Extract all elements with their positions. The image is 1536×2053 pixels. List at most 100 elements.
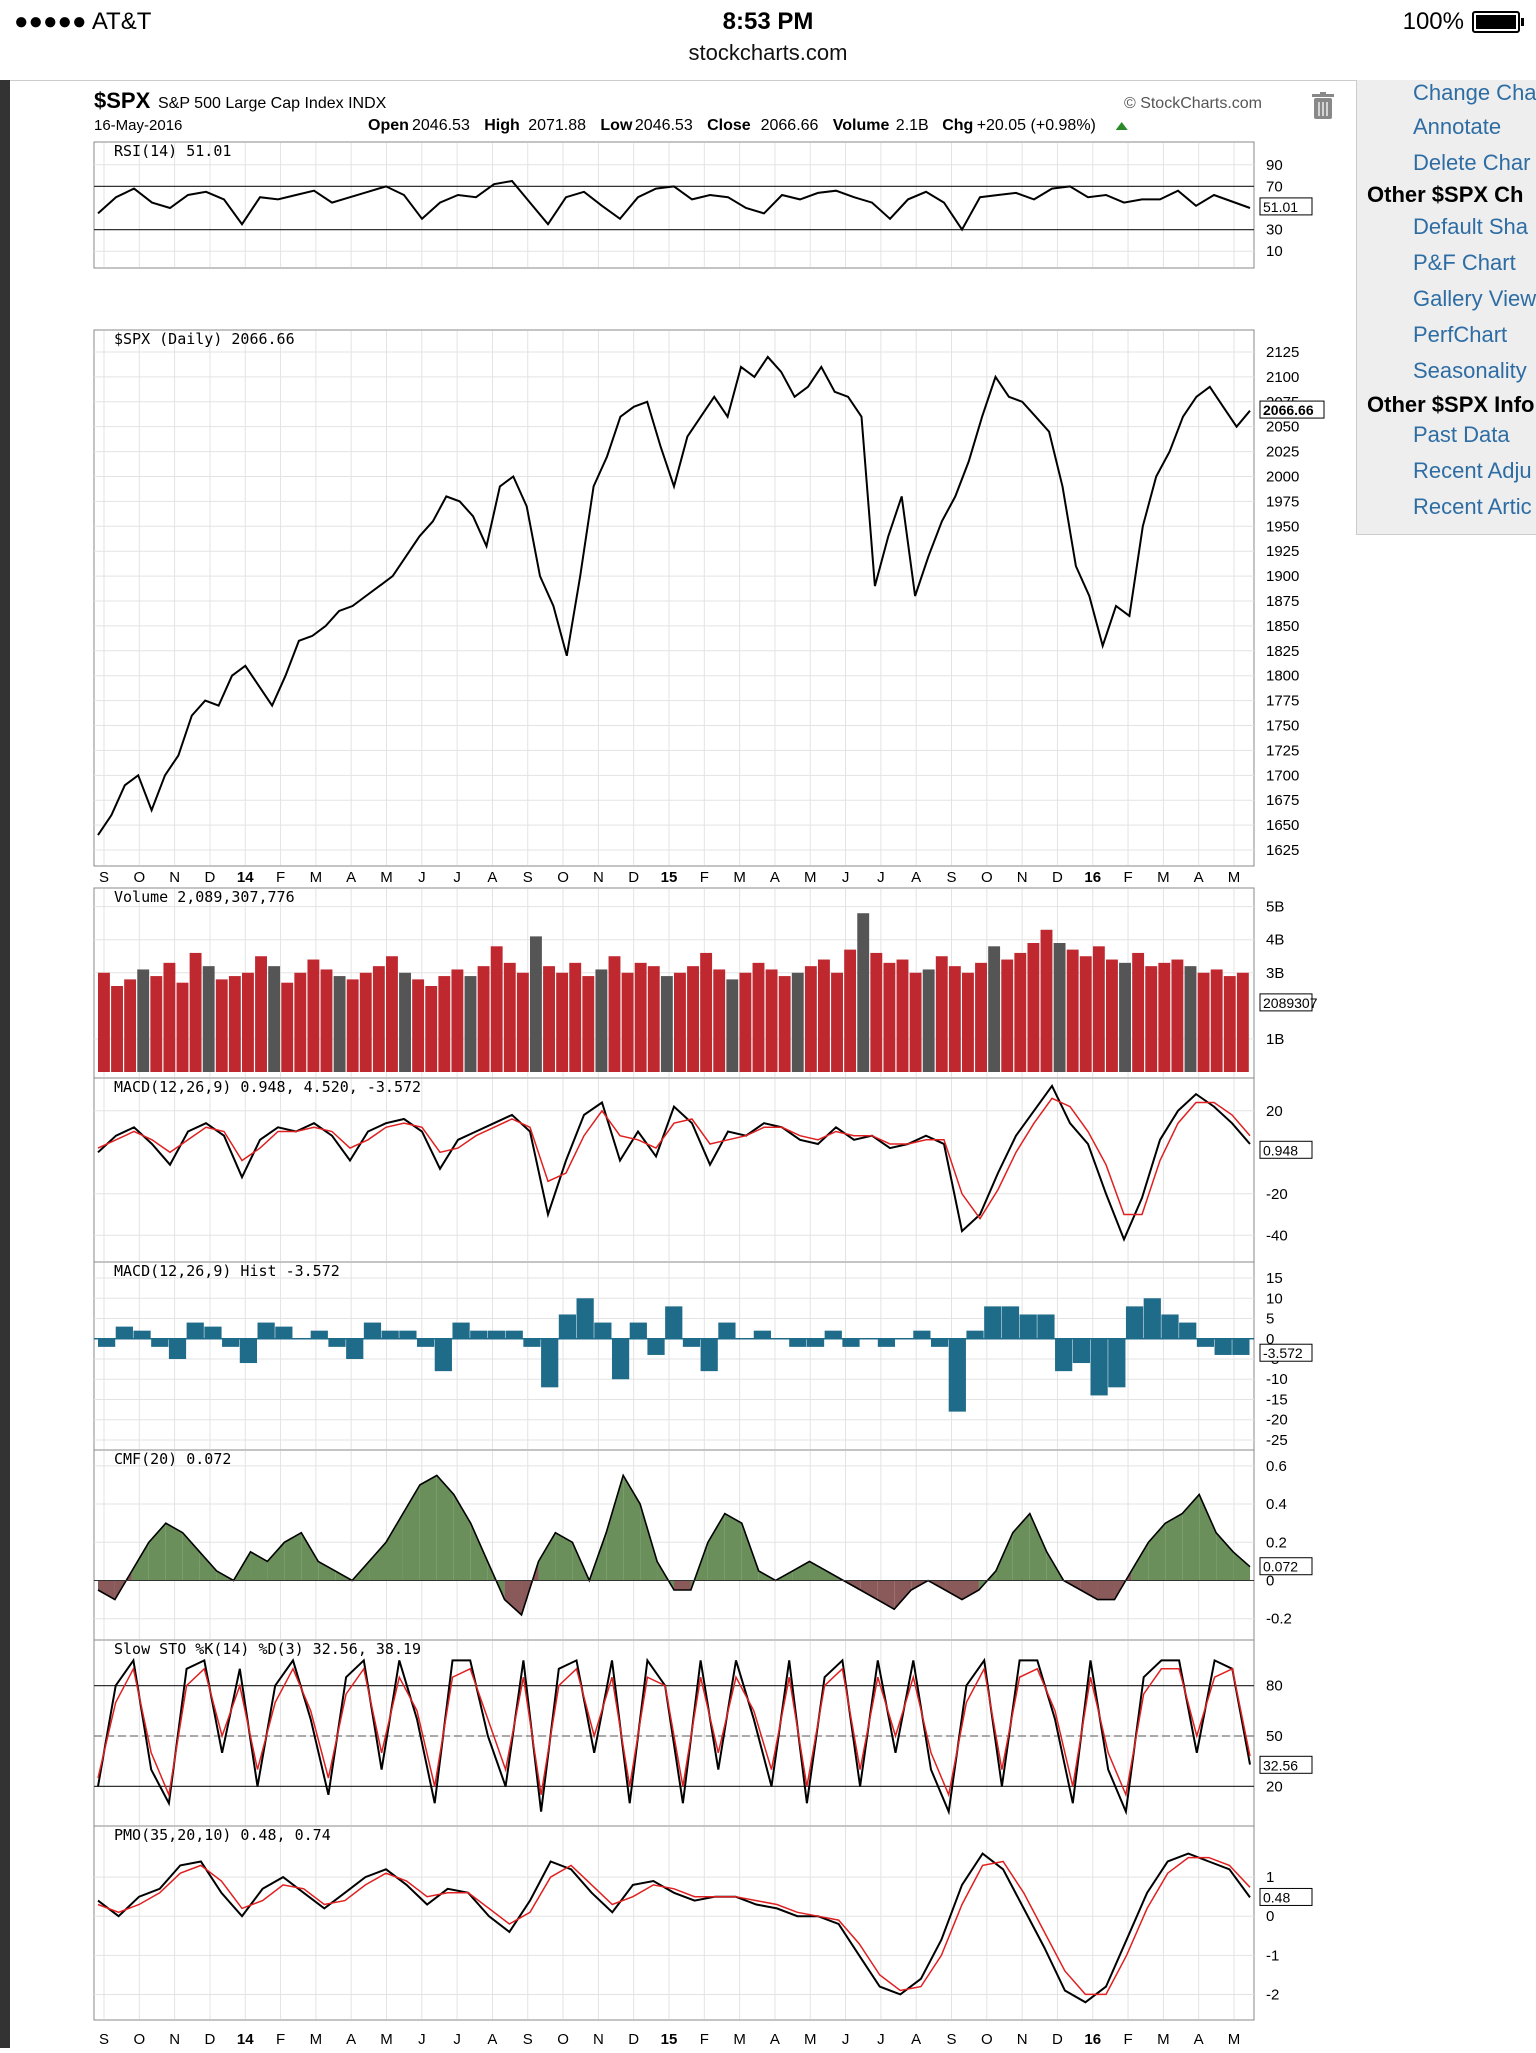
x-tick-label-bottom-14: N xyxy=(593,2031,604,2048)
sidebar-link-annotate[interactable]: Annotate xyxy=(1413,114,1502,139)
panel-title-1: $SPX (Daily) 2066.66 xyxy=(114,330,295,348)
x-tick-label-mid-9: J xyxy=(418,869,426,886)
y-tick-label-2-2: 4B xyxy=(1266,932,1284,949)
trash-icon[interactable] xyxy=(1312,92,1334,120)
x-tick-label-mid-32: M xyxy=(1228,869,1241,886)
sidebar-link-gallery-view[interactable]: Gallery View xyxy=(1413,286,1536,311)
page-edge xyxy=(0,80,10,2048)
y-tick-label-1-2: 1675 xyxy=(1266,792,1299,809)
cmf-area-45 xyxy=(860,1580,878,1600)
y-tick-label-1-15: 2000 xyxy=(1266,468,1299,485)
hist-bar-31 xyxy=(647,1338,665,1355)
x-tick-label-mid-28: 16 xyxy=(1084,869,1101,886)
url-bar[interactable]: stockcharts.com xyxy=(688,40,848,65)
sidebar-link-recent-adjustments[interactable]: Recent Adju xyxy=(1413,458,1532,483)
volume-bar-53 xyxy=(791,972,804,1072)
volume-bar-78 xyxy=(1119,962,1131,1072)
cmf-area-9 xyxy=(250,1551,268,1581)
battery-icon xyxy=(1472,11,1524,33)
sidebar-link-delete-chart[interactable]: Delete Char xyxy=(1413,150,1531,175)
y-tick-label-7-1: -1 xyxy=(1266,1947,1279,1964)
sidebar-link-perfchart[interactable]: PerfChart xyxy=(1413,322,1508,347)
sidebar-link-seasonality[interactable]: Seasonality xyxy=(1413,358,1527,383)
volume-bar-27 xyxy=(451,969,464,1072)
hist-bar-42 xyxy=(842,1338,860,1347)
sidebar-link-past-data[interactable]: Past Data xyxy=(1413,422,1510,447)
x-tick-label-mid-29: F xyxy=(1123,869,1132,886)
y-tick-label-0-3: 90 xyxy=(1266,157,1283,174)
series-line-0-0 xyxy=(97,179,1251,232)
y-tick-label-6-2: 80 xyxy=(1266,1678,1283,1695)
cmf-area-37 xyxy=(724,1513,742,1581)
series-line-7-1 xyxy=(97,1856,1251,1996)
volume-bar-21 xyxy=(372,966,385,1072)
sidebar-link-change-chart[interactable]: Change Cha xyxy=(1413,80,1536,105)
y-tick-label-1-5: 1750 xyxy=(1266,718,1299,735)
hist-bar-32 xyxy=(665,1306,683,1339)
value-tag-box-2 xyxy=(1259,993,1313,1012)
y-tick-label-2-3: 5B xyxy=(1266,899,1284,916)
hist-bar-27 xyxy=(576,1298,594,1339)
cmf-area-61 xyxy=(1131,1542,1149,1581)
volume-bar-16 xyxy=(307,959,320,1072)
x-tick-label-mid-3: D xyxy=(205,869,216,886)
cmf-area-50 xyxy=(945,1580,962,1600)
hist-bar-60 xyxy=(1161,1314,1179,1339)
panel-title-7: PMO(35,20,10) 0.48, 0.74 xyxy=(114,1826,331,1844)
header-value-5: +20.05 (+0.98%) xyxy=(977,117,1096,134)
hist-bar-12 xyxy=(310,1330,328,1339)
volume-bar-50 xyxy=(752,962,765,1072)
x-tick-label-mid-26: N xyxy=(1017,869,1028,886)
volume-bar-75 xyxy=(1079,956,1092,1072)
x-tick-label-mid-30: M xyxy=(1157,869,1170,886)
sidebar-link-pf-chart[interactable]: P&F Chart xyxy=(1413,250,1516,275)
value-tag-0: 51.01 xyxy=(1263,199,1298,215)
volume-bar-77 xyxy=(1106,959,1118,1072)
hist-bar-18 xyxy=(417,1338,435,1347)
volume-bar-10 xyxy=(228,976,241,1072)
volume-bar-60 xyxy=(883,962,896,1072)
hist-bar-24 xyxy=(523,1338,541,1347)
x-tick-label-bottom-13: O xyxy=(557,2031,569,2048)
x-tick-label-mid-23: A xyxy=(911,869,921,886)
volume-bar-64 xyxy=(935,956,948,1072)
x-tick-label-mid-1: O xyxy=(133,869,145,886)
y-tick-label-1-11: 1900 xyxy=(1266,568,1299,585)
hist-bar-4 xyxy=(168,1338,187,1359)
series-line-6-1 xyxy=(97,1666,1251,1798)
volume-bar-15 xyxy=(294,972,307,1072)
y-tick-label-5-1: 0 xyxy=(1266,1572,1274,1589)
sidebar-link-default-share[interactable]: Default Sha xyxy=(1413,214,1528,239)
series-line-1-0 xyxy=(97,355,1251,836)
volume-bar-38 xyxy=(595,969,608,1072)
volume-bar-81 xyxy=(1158,962,1171,1072)
chart-index-name: S&P 500 Large Cap Index INDX xyxy=(158,95,387,112)
hist-bar-49 xyxy=(966,1330,984,1339)
volume-bar-57 xyxy=(844,949,857,1072)
hist-bar-30 xyxy=(629,1322,647,1339)
x-tick-label-bottom-6: M xyxy=(310,2031,323,2048)
x-tick-label-bottom-9: J xyxy=(418,2031,426,2048)
cmf-area-58 xyxy=(1080,1580,1098,1600)
y-tick-label-3-0: -40 xyxy=(1266,1227,1288,1244)
sidebar-link-recent-articles[interactable]: Recent Artic xyxy=(1413,494,1532,519)
hist-bar-59 xyxy=(1143,1298,1161,1339)
hist-bar-58 xyxy=(1125,1306,1144,1339)
hist-bar-44 xyxy=(877,1338,896,1347)
status-bar: ●●●●● AT&T 8:53 PM 100% xyxy=(0,0,1536,44)
x-tick-label-bottom-8: M xyxy=(380,2031,393,2048)
cmf-area-53 xyxy=(995,1532,1013,1581)
x-tick-label-bottom-1: O xyxy=(133,2031,145,2048)
panel-title-0: RSI(14) 51.01 xyxy=(114,142,231,160)
y-tick-label-1-20: 2125 xyxy=(1266,344,1299,361)
header-value-4: 2.1B xyxy=(896,117,929,134)
header-value-2: 2046.53 xyxy=(635,117,693,134)
cmf-area-34 xyxy=(674,1580,691,1591)
x-tick-label-bottom-25: O xyxy=(981,2031,993,2048)
cmf-area-65 xyxy=(1199,1494,1217,1581)
cmf-area-59 xyxy=(1097,1580,1115,1600)
header-label-4: Volume xyxy=(833,117,890,134)
y-tick-label-1-16: 2025 xyxy=(1266,444,1299,461)
cmf-area-51 xyxy=(962,1580,979,1600)
hist-bar-14 xyxy=(346,1338,364,1359)
